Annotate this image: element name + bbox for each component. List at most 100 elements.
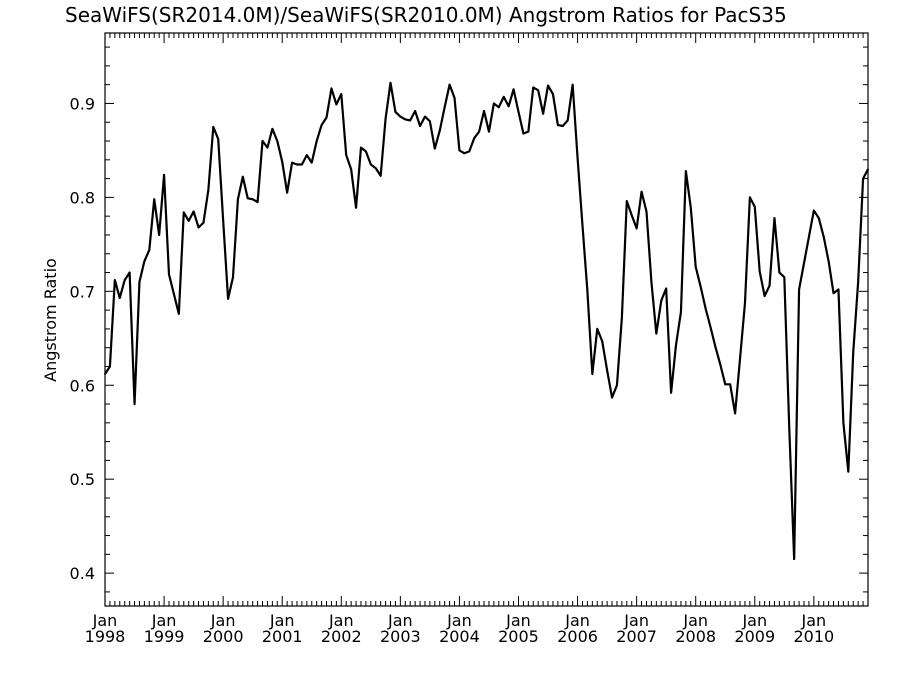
- data-point: [522, 132, 525, 135]
- data-point: [783, 276, 786, 279]
- data-point: [232, 276, 234, 279]
- data-point: [350, 168, 352, 170]
- data-point: [827, 260, 830, 263]
- data-point: [163, 174, 165, 176]
- data-point: [212, 126, 215, 128]
- data-point: [286, 191, 288, 194]
- data-point: [109, 365, 111, 368]
- x-tick-month-label: Jan: [446, 611, 472, 630]
- data-point: [473, 137, 475, 140]
- data-point: [542, 112, 544, 115]
- data-point: [384, 117, 387, 120]
- data-point: [182, 211, 185, 214]
- data-point: [104, 373, 106, 375]
- data-point: [719, 363, 722, 366]
- data-point: [276, 140, 279, 142]
- data-point: [168, 273, 170, 276]
- data-point: [448, 83, 451, 86]
- data-point: [178, 313, 180, 315]
- data-point: [271, 128, 274, 130]
- x-tick-year-label: 2003: [380, 627, 421, 646]
- y-tick-label: 0.8: [70, 188, 95, 207]
- data-point: [192, 210, 195, 213]
- data-point: [566, 119, 569, 122]
- data-point: [685, 170, 687, 172]
- data-point: [355, 206, 357, 209]
- data-point: [680, 311, 682, 313]
- data-point: [817, 217, 820, 219]
- data-point: [630, 214, 633, 217]
- chart-title: SeaWiFS(SR2014.0M)/SeaWiFS(SR2010.0M) An…: [65, 3, 787, 27]
- x-tick-month-label: Jan: [801, 611, 827, 630]
- x-tick-year-label: 1999: [144, 627, 185, 646]
- x-tick-month-label: Jan: [92, 611, 118, 630]
- x-tick-month-label: Jan: [210, 611, 236, 630]
- data-point: [670, 391, 672, 394]
- data-point: [261, 140, 264, 142]
- data-point: [310, 161, 313, 164]
- data-point: [251, 198, 254, 201]
- data-point: [739, 358, 741, 360]
- data-point: [557, 124, 559, 126]
- y-tick-label: 0.4: [70, 564, 95, 583]
- data-point: [527, 130, 530, 133]
- data-point: [458, 149, 461, 152]
- x-tick-month-label: Jan: [564, 611, 590, 630]
- data-point: [689, 206, 692, 209]
- data-point: [788, 426, 791, 429]
- data-point: [153, 198, 156, 201]
- data-point: [734, 412, 736, 415]
- data-point: [453, 97, 456, 99]
- x-tick-month-label: Jan: [328, 611, 354, 630]
- data-point: [488, 130, 490, 133]
- data-point: [148, 249, 151, 251]
- series-layer: [104, 81, 869, 561]
- data-point: [340, 93, 343, 95]
- data-point: [694, 266, 697, 268]
- data-point: [709, 326, 712, 328]
- data-point: [753, 205, 756, 208]
- x-tick-year-label: 2006: [557, 627, 598, 646]
- data-point: [798, 288, 800, 291]
- data-point: [434, 147, 436, 150]
- x-tick-month-label: Jan: [741, 611, 767, 630]
- data-point: [114, 279, 116, 281]
- data-point: [360, 146, 362, 149]
- data-point: [512, 88, 515, 91]
- data-point: [837, 288, 840, 291]
- data-point: [803, 262, 805, 264]
- data-point: [502, 96, 505, 98]
- data-point: [640, 190, 643, 193]
- x-tick-year-label: 1998: [85, 627, 126, 646]
- data-point: [414, 110, 416, 112]
- data-point: [758, 270, 761, 273]
- data-point: [724, 383, 727, 386]
- x-tick-year-label: 2007: [616, 627, 657, 646]
- data-point: [404, 118, 407, 121]
- data-point: [532, 86, 535, 89]
- data-point: [379, 174, 382, 177]
- data-point: [138, 281, 141, 283]
- data-point: [118, 297, 121, 299]
- data-point: [202, 221, 205, 224]
- data-point: [749, 196, 751, 199]
- data-point: [463, 152, 466, 155]
- data-point: [645, 210, 648, 213]
- data-point: [606, 369, 608, 372]
- data-point: [207, 189, 210, 191]
- data-point: [493, 102, 495, 105]
- data-point: [281, 160, 284, 163]
- plot-frame: [104, 32, 869, 607]
- data-point: [197, 226, 200, 229]
- data-point: [621, 316, 623, 319]
- data-point: [625, 200, 628, 202]
- data-point: [133, 403, 136, 405]
- x-tick-year-label: 2008: [675, 627, 716, 646]
- x-tick-year-label: 2002: [321, 627, 362, 646]
- data-point: [330, 87, 333, 90]
- data-point: [394, 111, 397, 113]
- data-point: [517, 111, 520, 113]
- data-point: [468, 150, 471, 153]
- data-point: [842, 422, 845, 424]
- data-point: [325, 116, 328, 119]
